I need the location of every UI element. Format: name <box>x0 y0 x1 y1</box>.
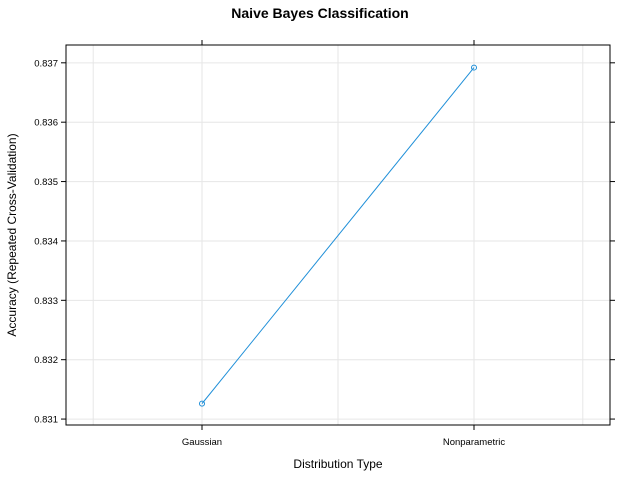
series-layer <box>199 64 477 407</box>
y-axis-label: Accuracy (Repeated Cross-Validation) <box>5 133 19 336</box>
y-tick-label: 0.837 <box>34 58 58 69</box>
x-axis: Gaussian Nonparametric <box>182 40 505 448</box>
y-axis: 0.831 0.832 0.833 0.834 0.835 0.836 0.837 <box>34 58 615 426</box>
y-tick-label: 0.836 <box>34 118 58 129</box>
gridlines <box>66 45 610 425</box>
y-tick-label: 0.831 <box>34 415 58 426</box>
y-tick-label: 0.834 <box>34 236 58 247</box>
chart-title: Naive Bayes Classification <box>231 5 408 21</box>
series-line <box>201 67 475 404</box>
x-axis-label: Distribution Type <box>293 457 382 471</box>
y-tick-label: 0.835 <box>34 177 58 188</box>
data-point <box>199 400 205 407</box>
x-tick-label: Gaussian <box>182 437 222 448</box>
x-tick-label: Nonparametric <box>443 437 506 448</box>
plot-panel <box>65 44 611 426</box>
data-point <box>471 64 477 71</box>
y-tick-label: 0.833 <box>34 296 58 307</box>
y-tick-label: 0.832 <box>34 355 58 366</box>
